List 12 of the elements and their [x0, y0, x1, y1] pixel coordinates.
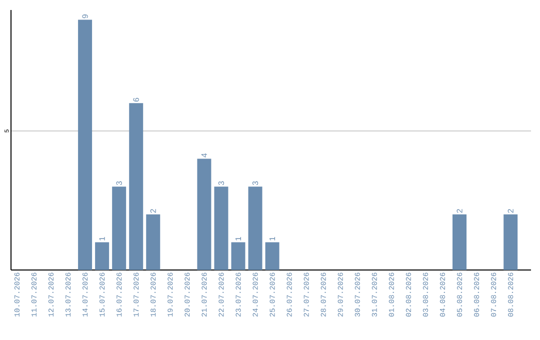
bar [112, 186, 126, 270]
bar [146, 214, 160, 270]
bar [214, 186, 228, 270]
bar [248, 186, 262, 270]
bar [452, 214, 467, 270]
bar [231, 242, 246, 270]
bar [95, 242, 110, 270]
bar [504, 214, 518, 270]
bar [78, 20, 92, 270]
bar [197, 158, 212, 270]
bar [129, 103, 144, 270]
bar [265, 242, 280, 270]
